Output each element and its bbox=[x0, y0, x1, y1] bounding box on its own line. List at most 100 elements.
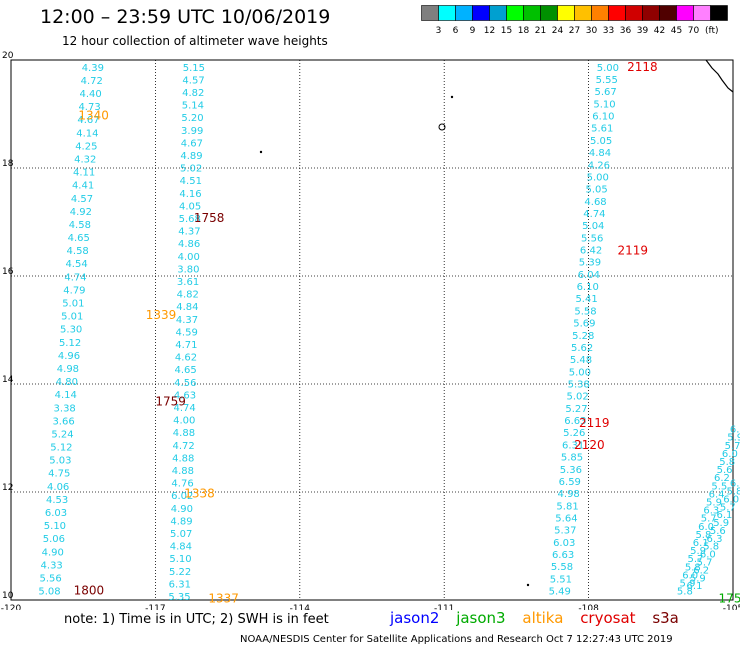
wave-height-value: 5.10 bbox=[44, 521, 66, 532]
wave-height-value: 5.9 bbox=[713, 518, 729, 529]
wave-height-value: 5.48 bbox=[570, 355, 592, 366]
wave-height-value: 5.56 bbox=[581, 233, 603, 244]
island-dot bbox=[259, 150, 263, 154]
wave-height-value: 5.14 bbox=[182, 101, 204, 112]
wave-height-value: 5.8 bbox=[703, 542, 719, 553]
wave-height-value: 6.0 bbox=[682, 570, 698, 581]
wave-height-value: 5.7 bbox=[720, 502, 736, 513]
wave-height-map: -120 -117 -114 -111 -108 -105 20 18 16 14 12 10 4.39… bbox=[1, 51, 740, 610]
wave-height-value: 3.61 bbox=[177, 277, 199, 288]
time-label: 2119 bbox=[579, 416, 610, 430]
wave-height-value: 6.1 bbox=[693, 538, 709, 549]
time-label: 2119 bbox=[617, 243, 648, 257]
wave-height-value: 6.10 bbox=[592, 112, 614, 123]
wave-height-value: 4.05 bbox=[179, 201, 201, 212]
wave-height-value: 6.03 bbox=[553, 538, 575, 549]
wave-height-value: 4.67 bbox=[77, 115, 99, 126]
wave-height-value: 5.85 bbox=[561, 453, 583, 464]
lon-tick-label: -105 bbox=[723, 604, 740, 610]
wave-height-value: 5.55 bbox=[596, 75, 618, 86]
wave-height-value: 4.14 bbox=[55, 390, 77, 401]
wave-height-value: 6.2 bbox=[693, 565, 709, 576]
wave-height-value: 6.0 bbox=[700, 550, 716, 561]
wave-height-value: 4.65 bbox=[175, 365, 197, 376]
color-scale-label: 30 bbox=[586, 26, 598, 36]
page-subtitle: 12 hour collection of altimeter wave hei… bbox=[62, 34, 328, 48]
wave-height-value: 5.00 bbox=[587, 172, 609, 183]
wave-height-value: 4.86 bbox=[178, 239, 200, 250]
wave-height-value: 4.63 bbox=[174, 390, 196, 401]
map-frame bbox=[10, 59, 734, 601]
wave-height-value: 6.0 bbox=[723, 494, 739, 505]
wave-height-value: 5.15 bbox=[183, 63, 205, 74]
wave-height-value: 5.7 bbox=[688, 554, 704, 565]
wave-height-value: 5.7 bbox=[701, 514, 717, 525]
wave-height-value: 5.01 bbox=[62, 299, 84, 310]
wave-height-value: 6.42 bbox=[580, 246, 602, 257]
wave-height-value: 4.39 bbox=[82, 63, 104, 74]
wave-height-value: 5.07 bbox=[170, 529, 192, 540]
wave-height-value: 4.41 bbox=[72, 181, 94, 192]
wave-height-value: 3.38 bbox=[54, 403, 76, 414]
lon-tick-label: -120 bbox=[1, 604, 22, 610]
wave-height-value: 5.56 bbox=[39, 574, 61, 585]
wave-height-value: 5.41 bbox=[575, 294, 597, 305]
wave-height-value: 5.36 bbox=[560, 465, 582, 476]
wave-height-value: 5.8 bbox=[719, 457, 735, 468]
lon-tick-label: -117 bbox=[145, 604, 165, 610]
lat-tick-label: 16 bbox=[2, 267, 14, 277]
lat-tick-label: 20 bbox=[2, 51, 14, 61]
wave-height-value: 4.89 bbox=[170, 516, 192, 527]
wave-height-value: 4.74 bbox=[64, 272, 86, 283]
coastline bbox=[705, 59, 734, 93]
time-label: 1338 bbox=[184, 486, 215, 500]
wave-height-value: 5.6 bbox=[710, 526, 726, 537]
color-scale-label: 3 bbox=[436, 26, 442, 36]
wave-height-value: 5.05 bbox=[590, 136, 612, 147]
wave-height-value: 4.72 bbox=[81, 76, 103, 87]
wave-height-value: 5.8 bbox=[685, 562, 701, 573]
wave-height-value: 6.59 bbox=[559, 477, 581, 488]
wave-height-value: 6.3 bbox=[703, 506, 719, 517]
color-scale-label: 24 bbox=[552, 26, 564, 36]
wave-height-value: 3.66 bbox=[52, 416, 74, 427]
island-shape bbox=[438, 123, 446, 131]
wave-height-value: 4.00 bbox=[173, 416, 195, 427]
wave-height-value: 4.84 bbox=[176, 302, 198, 313]
wave-height-value: 5.51 bbox=[550, 574, 572, 585]
wave-height-value: 5.5 bbox=[711, 481, 727, 492]
wave-height-value: 5.9 bbox=[680, 579, 696, 590]
wave-height-value: 4.82 bbox=[177, 290, 199, 301]
color-scale-label: 42 bbox=[654, 26, 665, 36]
wave-height-value: 5.58 bbox=[574, 306, 596, 317]
wave-height-value: 5.04 bbox=[582, 221, 604, 232]
wave-height-value: 5.68 bbox=[179, 214, 201, 225]
data-credit: NOAA/NESDIS Center for Satellite Applica… bbox=[240, 634, 673, 645]
wave-height-value: 5.24 bbox=[51, 429, 73, 440]
wave-height-value: 5.12 bbox=[59, 338, 81, 349]
time-label: 1337 bbox=[208, 592, 239, 606]
wave-height-value: 4.75 bbox=[48, 469, 70, 480]
wave-height-value: 3.80 bbox=[177, 264, 199, 275]
time-label: 2118 bbox=[627, 60, 658, 74]
wave-height-value: 4.58 bbox=[67, 246, 89, 257]
legend-s3a: s3a bbox=[652, 609, 679, 627]
lat-tick-label: 10 bbox=[2, 591, 14, 601]
wave-height-value: 5.61 bbox=[591, 124, 613, 135]
color-scale-label: 18 bbox=[518, 26, 530, 36]
wave-height-value: 5.9 bbox=[690, 546, 706, 557]
wave-height-value: 4.68 bbox=[584, 197, 606, 208]
wave-height-value: 5.38 bbox=[568, 380, 590, 391]
wave-height-value: 4.74 bbox=[173, 403, 195, 414]
wave-height-value: 4.79 bbox=[63, 285, 85, 296]
wave-height-value: 6.02 bbox=[171, 491, 193, 502]
lat-tick-label: 14 bbox=[2, 375, 14, 385]
wave-height-value: 4.54 bbox=[65, 259, 87, 270]
color-scale-label: 9 bbox=[470, 26, 476, 36]
wave-height-value: 4.92 bbox=[70, 207, 92, 218]
wave-height-value: 5.9 bbox=[690, 573, 706, 584]
wave-height-value: 4.80 bbox=[56, 377, 78, 388]
wave-height-value: 5.20 bbox=[181, 113, 203, 124]
wave-height-value: 4.26 bbox=[588, 160, 610, 171]
island-dot bbox=[450, 95, 454, 99]
